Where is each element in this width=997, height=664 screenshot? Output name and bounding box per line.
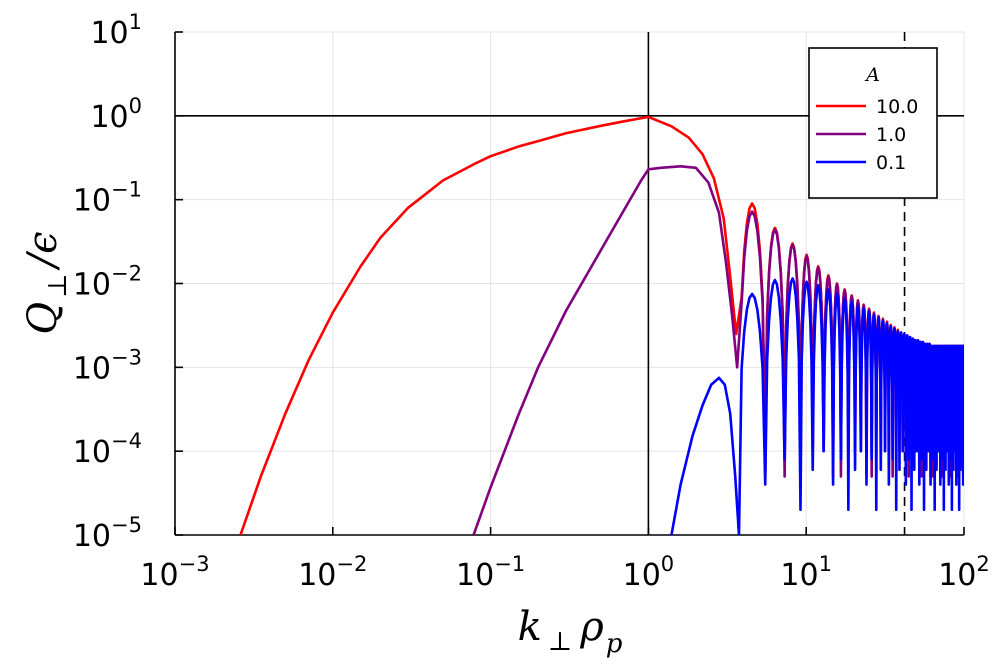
series-line-0.1	[670, 277, 964, 535]
y-tick-marks	[175, 31, 183, 536]
y-tick-label-3: 10−2	[73, 262, 142, 303]
x-tick-label-4: 101	[780, 552, 832, 593]
x-tick-marks	[174, 527, 965, 535]
y-tick-label-4: 10−1	[73, 178, 142, 219]
x-axis-label: k ⊥ ρp	[518, 604, 623, 659]
legend-label-10.0: 10.0	[876, 96, 918, 118]
x-tick-label-0: 10−3	[140, 552, 209, 593]
x-tick-label-3: 100	[623, 552, 675, 593]
legend-label-1.0: 1.0	[876, 124, 906, 146]
y-tick-label-2: 10−3	[73, 345, 142, 386]
legend-box	[808, 47, 938, 199]
legend-label-0.1: 0.1	[876, 152, 906, 174]
x-tick-label-1: 10−2	[298, 552, 367, 593]
x-tick-label-5: 102	[938, 552, 990, 593]
y-tick-label-0: 10−5	[73, 513, 142, 554]
x-tick-label-2: 10−1	[456, 552, 525, 593]
y-tick-label-6: 101	[90, 10, 142, 51]
x-tick-labels: 10−3 10−2 10−1 100 101 102	[140, 552, 989, 593]
series-lines	[239, 115, 964, 535]
y-tick-labels: 10−5 10−4 10−3 10−2 10−1 100 101	[73, 10, 142, 554]
legend-title: A	[864, 64, 880, 86]
y-tick-label-5: 100	[90, 94, 142, 135]
y-axis-label: Q⊥/ϵ	[20, 231, 73, 334]
legend: A 10.0 1.0 0.1	[808, 47, 938, 199]
y-tick-label-1: 10−4	[73, 429, 142, 470]
